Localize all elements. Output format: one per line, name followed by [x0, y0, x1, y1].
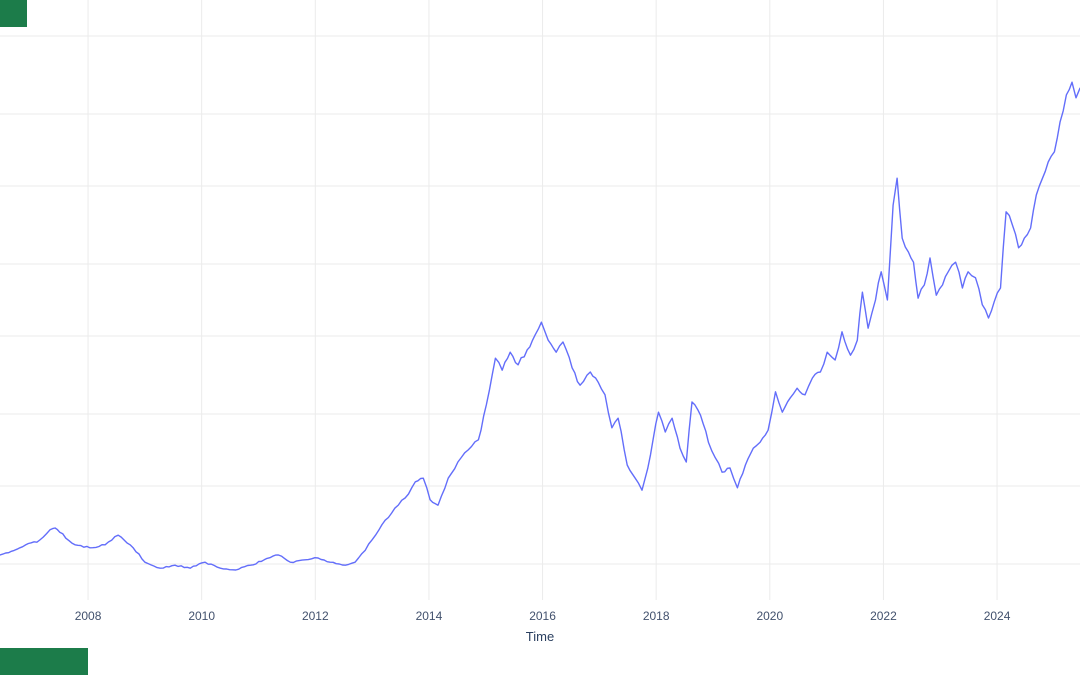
x-tick-label: 2024	[984, 609, 1011, 623]
price-line	[0, 81, 1080, 571]
gridlines	[0, 0, 1080, 600]
x-axis-title: Time	[525, 629, 555, 644]
corner-accent-bottom-left	[0, 648, 88, 675]
x-tick-label: 2022	[870, 609, 897, 623]
x-tick-label: 2014	[416, 609, 443, 623]
corner-accent-top-left	[0, 0, 27, 27]
x-tick-label: 2016	[529, 609, 556, 623]
x-tick-label: 2008	[75, 609, 102, 623]
x-tick-label: 2010	[188, 609, 215, 623]
x-tick-label: 2012	[302, 609, 329, 623]
x-tick-labels: 2008 2010 2012 2014 2016 2018 2020 2022 2024	[75, 609, 1011, 623]
x-tick-label: 2020	[756, 609, 783, 623]
x-tick-label: 2018	[643, 609, 670, 623]
